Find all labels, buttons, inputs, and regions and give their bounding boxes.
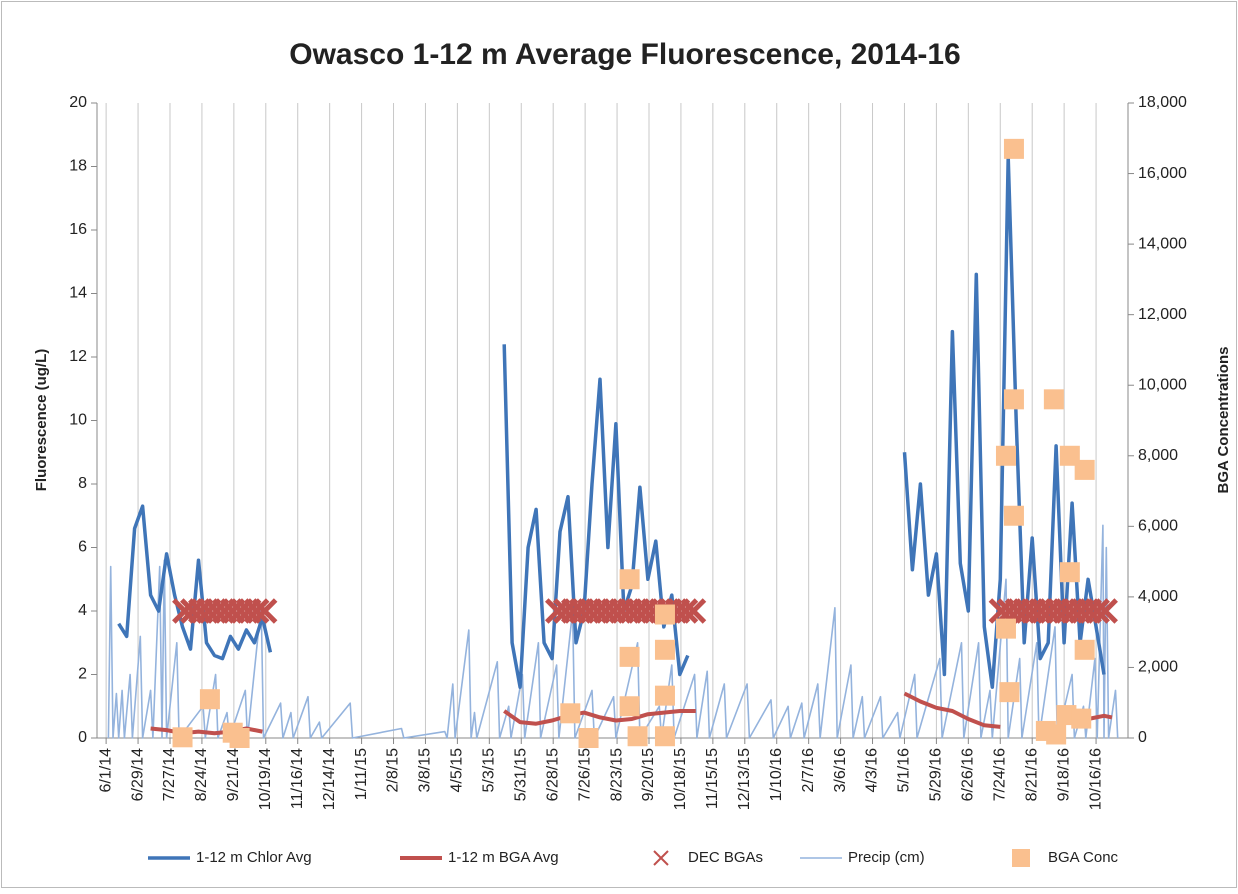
point [619,696,640,717]
point [199,689,220,710]
point [1092,598,1118,624]
x-tick-label: 6/29/14 [129,748,146,801]
y-tick-label: 18 [69,158,87,175]
x-tick-label: 5/3/15 [481,748,498,793]
x-tick-label: 4/3/16 [864,748,881,793]
y2-tick-label: 8,000 [1138,447,1178,464]
series-line [150,691,1113,736]
point [578,728,599,748]
x-tick-label: 8/21/16 [1023,748,1040,801]
legend-label: Precip (cm) [848,849,925,866]
point [680,598,707,624]
legend-symbol [1012,849,1030,867]
y2-tick-label: 18,000 [1138,94,1187,111]
point [1003,138,1024,159]
x-tick-label: 11/15/15 [704,748,721,809]
point [995,618,1016,639]
point [1084,598,1110,624]
point [1074,639,1095,660]
y-tick-label: 16 [69,221,87,238]
x-tick-label: 1/10/16 [768,748,785,801]
y2-tick-label: 0 [1138,729,1147,746]
y-tick-label: 2 [78,666,87,683]
x-tick-label: 2/8/15 [385,748,402,793]
point [1046,724,1067,745]
x-tick-label: 10/18/15 [672,748,689,810]
x-tick-label: 3/6/16 [832,748,849,793]
point [619,569,640,590]
x-tick-label: 8/24/14 [193,748,210,801]
point [1074,459,1095,480]
point [627,726,648,747]
x-tick-label: 11/16/14 [289,748,306,809]
point [1043,389,1064,410]
point [619,646,640,667]
x-tick-label: 1/11/15 [353,748,370,800]
point [1071,708,1092,729]
point [1003,505,1024,526]
y2-axis-title: BGA Concentrations [1215,347,1232,494]
y-axis-title: Fluorescence (ug/L) [33,349,50,492]
y-tick-label: 4 [78,602,87,619]
y-tick-label: 14 [69,285,87,302]
point [1003,389,1024,410]
y-tick-label: 10 [69,412,87,429]
x-tick-label: 12/13/15 [736,748,753,810]
x-tick-label: 9/21/14 [225,748,242,801]
point [654,639,675,660]
chart-title: Owasco 1-12 m Average Fluorescence, 2014… [289,38,960,71]
x-tick-label: 5/31/15 [512,748,529,801]
y2-tick-label: 2,000 [1138,659,1178,676]
y2-tick-label: 10,000 [1138,376,1187,393]
y2-tick-label: 14,000 [1138,235,1187,252]
y-tick-label: 20 [69,94,87,111]
y2-tick-label: 4,000 [1138,588,1178,605]
point [229,728,250,748]
legend-symbol [653,850,669,866]
x-tick-label: 9/18/16 [1055,748,1072,801]
point [672,598,699,624]
y-tick-label: 6 [78,539,87,556]
point [654,726,675,747]
point [654,604,675,625]
x-tick-label: 12/14/14 [321,748,338,810]
x-tick-label: 6/28/15 [544,748,561,801]
x-tick-label: 10/19/14 [257,748,274,810]
legend-label: BGA Conc [1048,849,1119,866]
x-tick-label: 9/20/15 [640,748,657,801]
series-line [107,524,1119,739]
legend-label: 1-12 m Chlor Avg [196,849,312,866]
point [995,445,1016,466]
y2-tick-label: 12,000 [1138,306,1187,323]
x-tick-label: 4/5/15 [449,748,466,793]
x-tick-label: 5/29/16 [928,748,945,801]
x-tick-label: 3/8/15 [417,748,434,793]
x-tick-label: 6/1/14 [97,748,114,793]
legend-label: DEC BGAs [688,849,763,866]
x-tick-label: 7/26/15 [576,748,593,801]
point [172,727,193,748]
point [243,598,270,624]
legend-label: 1-12 m BGA Avg [448,849,559,866]
point [1059,562,1080,583]
x-tick-label: 2/7/16 [800,748,817,793]
point [251,598,278,624]
x-tick-label: 7/27/14 [161,748,178,801]
point [999,682,1020,703]
y2-tick-label: 16,000 [1138,165,1187,182]
point [654,685,675,706]
y2-tick-label: 6,000 [1138,518,1178,535]
x-tick-label: 7/24/16 [991,748,1008,801]
x-tick-label: 5/1/16 [896,748,913,793]
point [560,703,581,724]
y-tick-label: 0 [78,729,87,746]
y-tick-label: 8 [78,475,87,492]
y-tick-label: 12 [69,348,87,365]
x-tick-label: 8/23/15 [608,748,625,801]
x-tick-label: 10/16/16 [1087,748,1104,810]
x-tick-label: 6/26/16 [960,748,977,801]
